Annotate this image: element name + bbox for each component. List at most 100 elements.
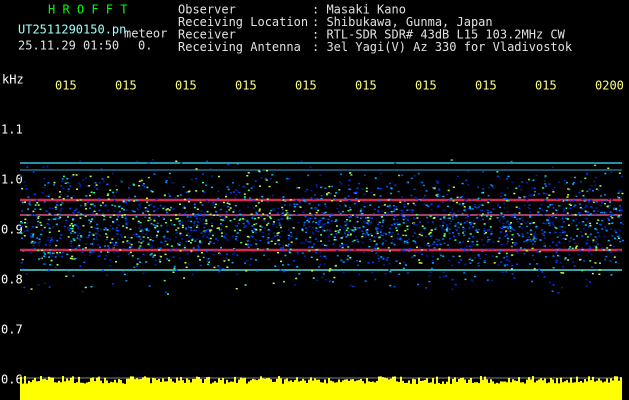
noise-pixel bbox=[61, 180, 64, 182]
baseline-spike bbox=[290, 380, 292, 391]
noise-pixel bbox=[26, 222, 29, 224]
noise-pixel bbox=[446, 230, 449, 232]
baseline-spike bbox=[584, 378, 586, 389]
noise-pixel bbox=[25, 273, 28, 275]
baseline-spike bbox=[194, 378, 196, 389]
noise-pixel bbox=[166, 225, 169, 227]
baseline-spike bbox=[444, 383, 446, 394]
noise-pixel bbox=[572, 238, 575, 241]
noise-pixel bbox=[618, 209, 621, 212]
noise-pixel bbox=[51, 259, 54, 261]
noise-pixel bbox=[463, 206, 466, 208]
noise-pixel bbox=[225, 195, 228, 198]
baseline-spike bbox=[34, 377, 36, 388]
noise-pixel bbox=[526, 239, 529, 241]
noise-pixel bbox=[203, 222, 206, 225]
baseline-spike bbox=[468, 379, 470, 390]
noise-pixel bbox=[433, 241, 436, 243]
noise-pixel bbox=[164, 253, 167, 256]
noise-pixel bbox=[271, 238, 274, 240]
noise-pixel bbox=[348, 206, 351, 209]
noise-pixel bbox=[139, 245, 142, 247]
noise-pixel bbox=[575, 247, 578, 249]
baseline-spike bbox=[362, 381, 364, 392]
noise-pixel bbox=[78, 246, 81, 248]
baseline-spike bbox=[158, 378, 160, 389]
noise-pixel bbox=[352, 285, 355, 288]
field-label: Receiving Antenna bbox=[178, 40, 301, 54]
noise-pixel bbox=[356, 264, 359, 267]
noise-pixel bbox=[322, 217, 325, 220]
noise-pixel bbox=[479, 257, 482, 260]
noise-pixel bbox=[137, 222, 140, 224]
baseline-spike bbox=[374, 382, 376, 393]
noise-pixel bbox=[185, 266, 188, 269]
baseline-spike bbox=[216, 382, 218, 393]
baseline-spike bbox=[568, 382, 570, 393]
noise-pixel bbox=[166, 212, 169, 215]
noise-pixel bbox=[483, 259, 486, 262]
noise-pixel bbox=[533, 233, 536, 235]
noise-pixel bbox=[303, 255, 306, 257]
noise-pixel bbox=[554, 231, 557, 234]
noise-pixel bbox=[467, 170, 470, 173]
noise-pixel bbox=[529, 211, 532, 213]
noise-pixel bbox=[472, 235, 475, 238]
noise-pixel bbox=[342, 235, 345, 238]
noise-pixel bbox=[199, 241, 202, 244]
noise-pixel bbox=[136, 160, 139, 163]
noise-pixel bbox=[380, 234, 383, 236]
noise-pixel bbox=[252, 200, 255, 202]
noise-pixel bbox=[613, 237, 616, 240]
noise-pixel bbox=[141, 232, 144, 235]
noise-pixel bbox=[156, 225, 159, 227]
noise-pixel bbox=[544, 175, 547, 177]
noise-pixel bbox=[98, 182, 101, 184]
noise-pixel bbox=[284, 254, 287, 257]
noise-pixel bbox=[306, 219, 309, 222]
noise-pixel bbox=[191, 238, 194, 240]
noise-pixel bbox=[618, 229, 621, 232]
baseline-spike bbox=[40, 376, 42, 387]
noise-pixel bbox=[558, 241, 561, 244]
noise-pixel bbox=[40, 233, 43, 236]
noise-pixel bbox=[538, 250, 541, 253]
noise-pixel bbox=[467, 240, 470, 243]
noise-pixel bbox=[247, 172, 250, 174]
noise-pixel bbox=[375, 228, 378, 230]
noise-pixel bbox=[476, 240, 479, 243]
noise-pixel bbox=[552, 266, 555, 269]
noise-pixel bbox=[563, 207, 566, 210]
noise-pixel bbox=[487, 200, 490, 202]
noise-pixel bbox=[566, 218, 569, 220]
noise-pixel bbox=[77, 211, 80, 214]
noise-pixel bbox=[495, 255, 498, 258]
noise-pixel bbox=[229, 207, 232, 209]
noise-pixel bbox=[555, 209, 558, 211]
noise-pixel bbox=[163, 237, 166, 239]
noise-pixel bbox=[28, 203, 31, 206]
noise-pixel bbox=[472, 226, 475, 228]
noise-pixel bbox=[500, 192, 503, 194]
noise-pixel bbox=[127, 247, 130, 250]
noise-pixel bbox=[574, 204, 577, 207]
noise-pixel bbox=[544, 176, 547, 179]
baseline-spike bbox=[24, 376, 26, 387]
noise-pixel bbox=[347, 255, 350, 257]
noise-pixel bbox=[39, 221, 42, 224]
noise-pixel bbox=[74, 257, 77, 260]
baseline-spike bbox=[294, 380, 296, 391]
noise-pixel bbox=[96, 230, 99, 233]
noise-pixel bbox=[234, 204, 237, 207]
noise-pixel bbox=[586, 239, 589, 241]
noise-pixel bbox=[83, 261, 86, 264]
noise-pixel bbox=[483, 260, 486, 263]
noise-pixel bbox=[587, 211, 590, 213]
baseline-spike bbox=[318, 379, 320, 390]
noise-pixel bbox=[532, 243, 535, 245]
noise-pixel bbox=[209, 249, 212, 251]
noise-pixel bbox=[516, 252, 519, 254]
noise-pixel bbox=[412, 223, 415, 225]
noise-pixel bbox=[390, 242, 393, 244]
